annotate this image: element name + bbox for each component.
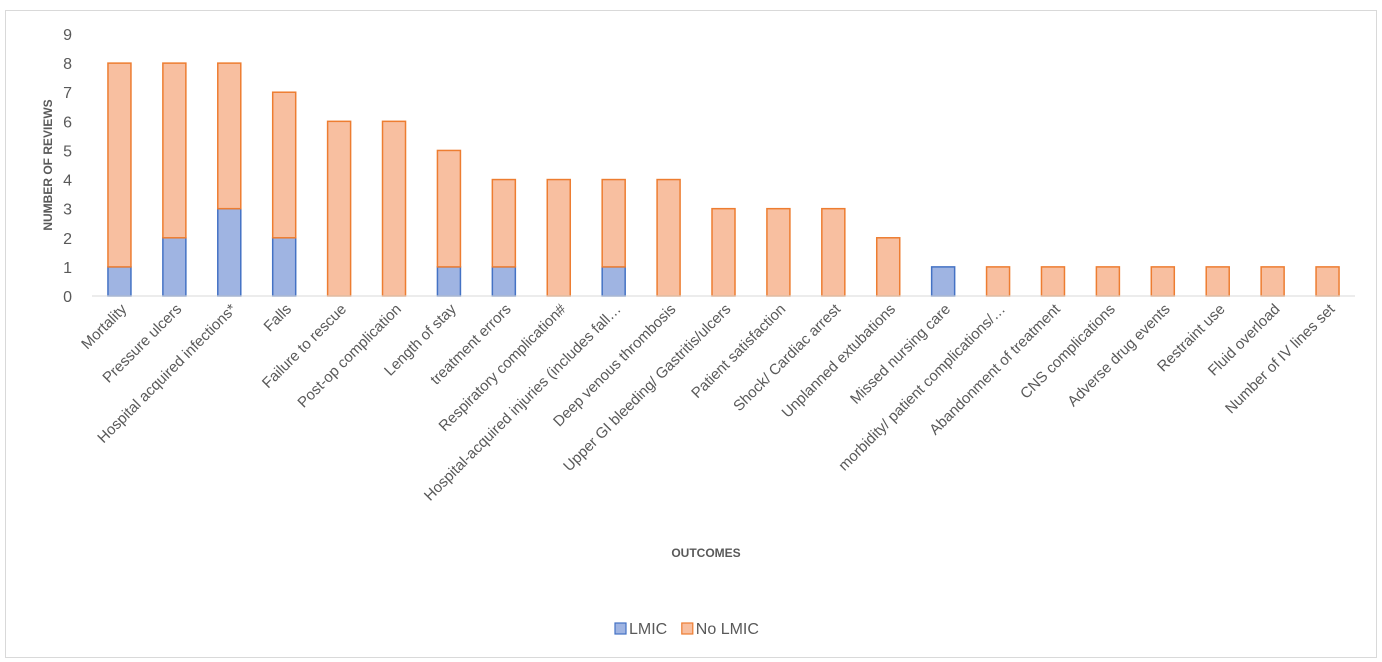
legend: LMIC No LMIC — [614, 621, 759, 638]
x-category-label: Shock/ Cardiac arrest — [730, 300, 845, 415]
x-category-label: CNS complications — [1017, 301, 1119, 403]
y-tick-label: 8 — [63, 56, 72, 73]
x-category-label: Falls — [261, 301, 295, 335]
bar-segment-no-lmic — [436, 149, 462, 268]
bar-segment-no-lmic — [326, 120, 352, 297]
bar-segment-lmic — [491, 266, 517, 297]
x-category-label: Missed nursing care — [847, 301, 954, 408]
y-tick-label: 7 — [63, 85, 72, 102]
bar-segment-no-lmic — [1095, 266, 1121, 297]
bar-segment-lmic — [217, 207, 242, 297]
y-axis-title: NUMBER OF REVIEWS — [41, 99, 55, 230]
bar-segment-no-lmic — [1150, 266, 1176, 297]
bar-segment-no-lmic — [107, 62, 132, 268]
bar-segment-no-lmic — [656, 178, 681, 297]
bar-segment-no-lmic — [381, 120, 407, 297]
legend-swatch-lmic — [614, 622, 627, 635]
bar-segment-no-lmic — [985, 266, 1011, 297]
bars — [107, 62, 1340, 297]
bar-segment-no-lmic — [875, 237, 901, 297]
x-axis-title: OUTCOMES — [671, 546, 740, 560]
x-category-label: Patient satisfaction — [688, 301, 789, 402]
x-category-label: Number of IV lines set — [1222, 300, 1339, 417]
y-tick-label: 1 — [63, 260, 72, 277]
y-tick-label: 2 — [63, 231, 72, 248]
bar-segment-lmic — [436, 266, 462, 297]
bar-segment-no-lmic — [491, 178, 517, 268]
bar-segment-lmic — [271, 237, 297, 297]
x-category-label: Hospital-acquired injuries (includes fal… — [421, 301, 625, 505]
bar-segment-no-lmic — [217, 62, 242, 210]
bar-segment-no-lmic — [1315, 266, 1340, 297]
bar-segment-no-lmic — [162, 62, 187, 239]
bar-segment-no-lmic — [766, 207, 791, 297]
bar-segment-no-lmic — [1205, 266, 1230, 297]
bar-segment-no-lmic — [1040, 266, 1066, 297]
x-category-label: Adverse drug events — [1064, 301, 1173, 410]
bar-segment-lmic — [162, 237, 187, 297]
bar-segment-no-lmic — [821, 207, 846, 297]
bar-segment-no-lmic — [711, 207, 736, 297]
x-category-label: Post-op complication — [294, 301, 404, 411]
bar-segment-no-lmic — [546, 178, 572, 297]
legend-label-no-lmic: No LMIC — [696, 621, 759, 638]
y-axis-ticks: 0 1 2 3 4 5 6 7 8 9 — [63, 27, 72, 306]
bar-segment-lmic — [601, 266, 626, 297]
bar-segment-lmic — [107, 266, 132, 297]
bar-segment-no-lmic — [271, 91, 297, 239]
y-tick-label: 9 — [63, 27, 72, 44]
y-tick-label: 4 — [63, 173, 72, 190]
y-tick-label: 3 — [63, 202, 72, 219]
y-tick-label: 5 — [63, 143, 72, 160]
y-tick-label: 0 — [63, 289, 72, 306]
bar-segment-no-lmic — [601, 178, 626, 268]
bar-segment-lmic — [930, 266, 956, 297]
legend-label-lmic: LMIC — [629, 621, 667, 638]
bar-segment-no-lmic — [1260, 266, 1285, 297]
x-category-label: Mortality — [78, 300, 130, 352]
legend-swatch-no-lmic — [681, 622, 694, 635]
y-tick-label: 6 — [63, 114, 72, 131]
